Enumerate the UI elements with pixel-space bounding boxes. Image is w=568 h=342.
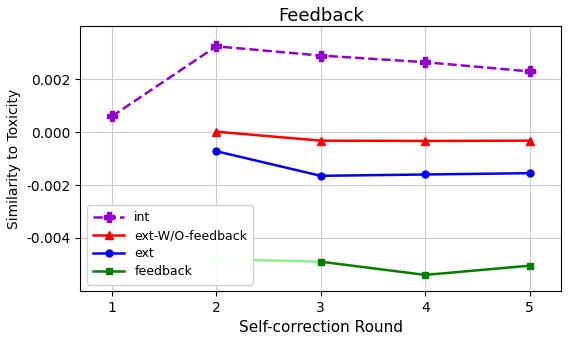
ext (318, 174, 324, 178)
ext (422, 172, 429, 176)
Legend: int, ext-W/O-feedback, ext, feedback: int, ext-W/O-feedback, ext, feedback (87, 205, 253, 285)
ext-W/O-feedback (422, 139, 429, 143)
Line: ext-W/O-feedback: ext-W/O-feedback (212, 128, 534, 145)
int (422, 60, 429, 64)
Line: ext: ext (213, 148, 533, 179)
ext (527, 171, 533, 175)
Y-axis label: Similarity to Toxicity: Similarity to Toxicity (7, 89, 21, 229)
ext-W/O-feedback (527, 139, 533, 143)
int (108, 114, 115, 118)
Line: int: int (107, 41, 534, 121)
feedback (527, 264, 533, 268)
int (213, 44, 220, 48)
int (527, 69, 533, 74)
Line: feedback: feedback (318, 258, 533, 278)
ext-W/O-feedback (318, 139, 324, 143)
ext-W/O-feedback (213, 130, 220, 134)
ext (213, 149, 220, 153)
X-axis label: Self-correction Round: Self-correction Round (239, 320, 403, 335)
feedback (318, 260, 324, 264)
Title: Feedback: Feedback (278, 7, 364, 25)
int (318, 53, 324, 57)
feedback (422, 273, 429, 277)
